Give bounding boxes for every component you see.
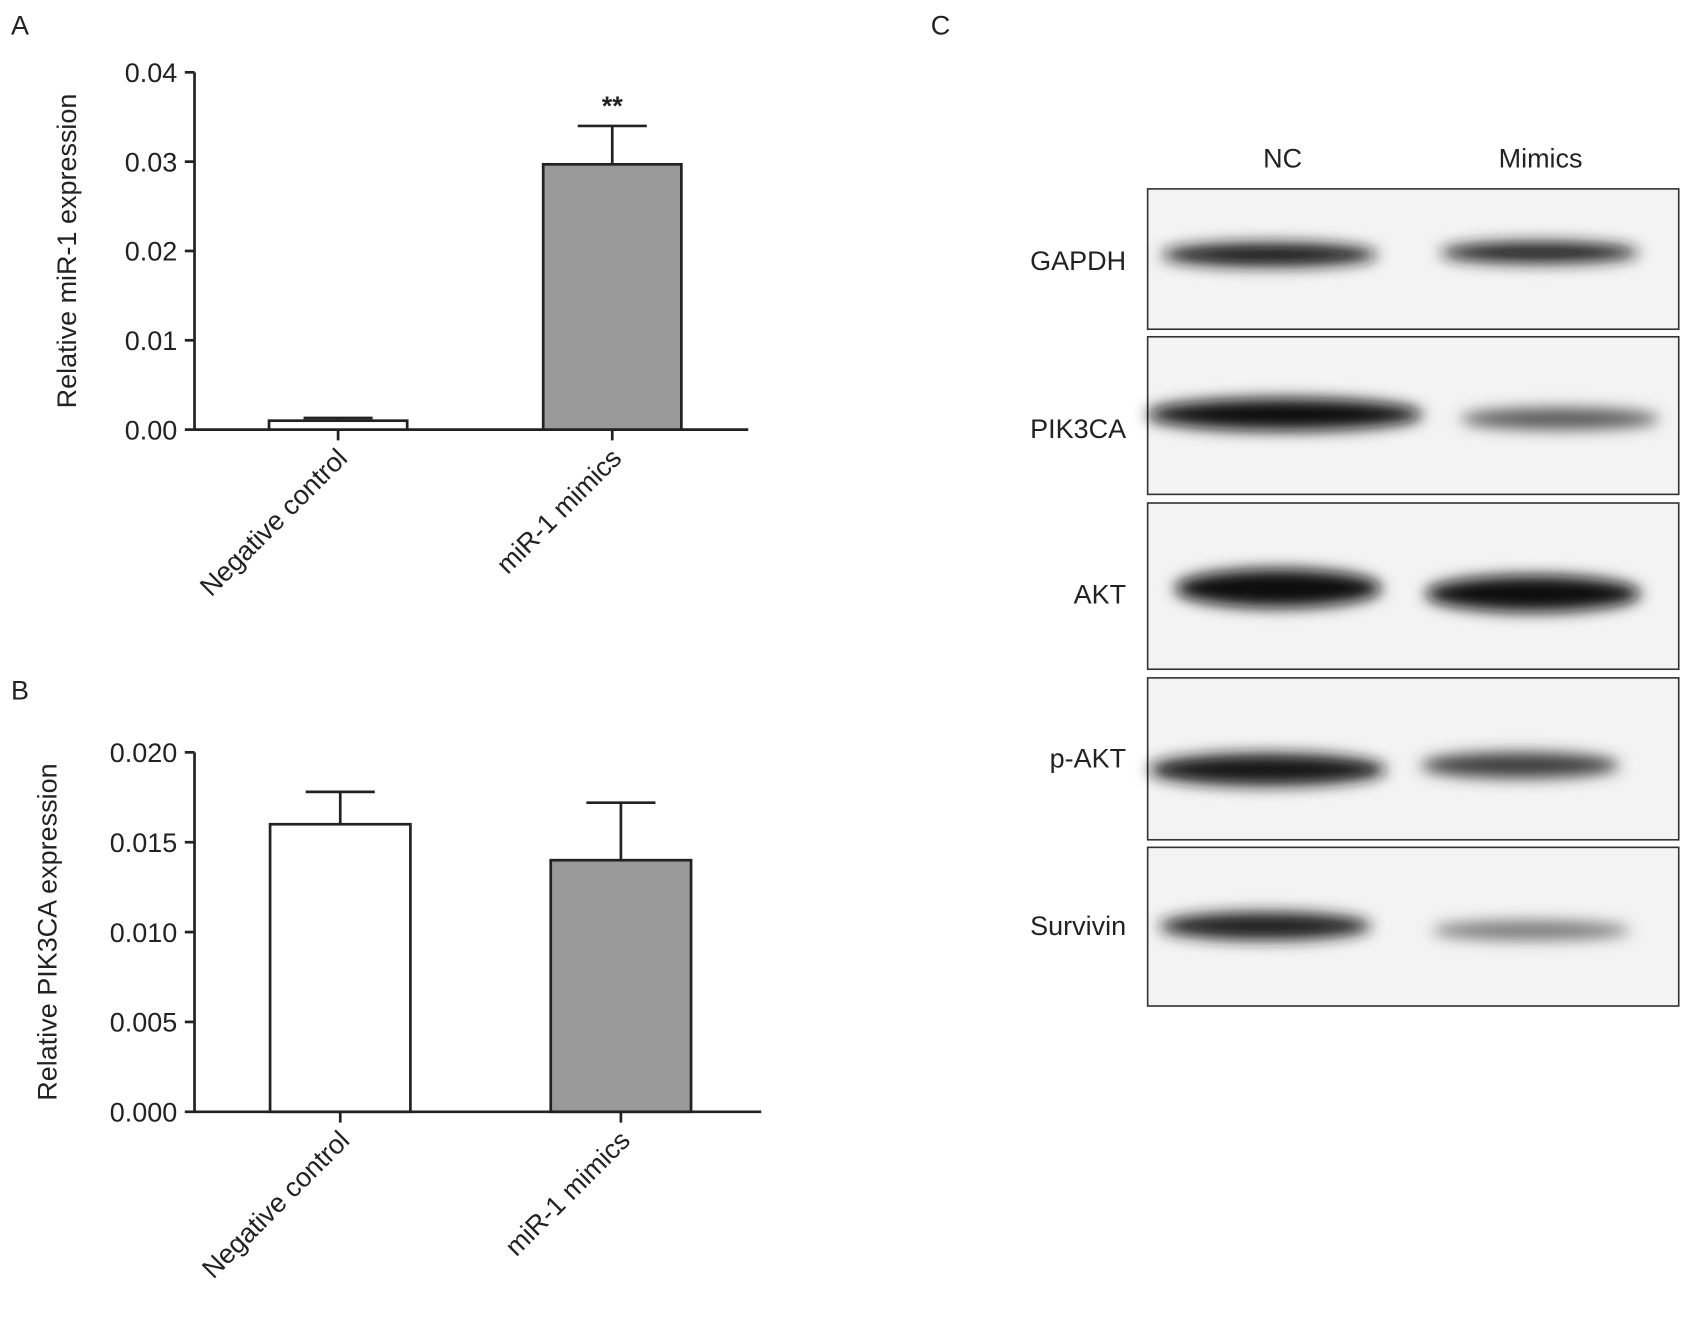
y-tick-label: 0.020	[110, 738, 178, 768]
y-axis-title: Relative PIK3CA expression	[32, 763, 62, 1100]
y-tick-label: 0.010	[110, 918, 178, 948]
bar	[541, 162, 683, 431]
x-tick-label: miR-1 mimics	[499, 1125, 636, 1262]
panel-label: A	[11, 11, 29, 41]
y-axis-title: Relative miR-1 expression	[52, 94, 82, 409]
y-tick-label: 0.000	[110, 1098, 178, 1128]
x-tick-label: miR-1 mimics	[491, 443, 628, 580]
y-tick-label: 0.005	[110, 1008, 178, 1038]
x-tick-label: Negative control	[194, 443, 353, 602]
protein-label: p-AKT	[1050, 743, 1126, 773]
bar	[268, 822, 412, 1114]
protein-label: Survivin	[1030, 911, 1126, 941]
y-tick-label: 0.04	[125, 58, 177, 88]
y-tick-label: 0.02	[125, 237, 177, 267]
blot-bands	[1146, 188, 1680, 1007]
y-tick-label: 0.015	[110, 828, 178, 858]
y-tick-label: 0.01	[125, 326, 177, 356]
significance: **	[602, 91, 623, 121]
bar	[549, 858, 693, 1114]
lane-label: NC	[1263, 143, 1302, 173]
protein-label: GAPDH	[1030, 246, 1126, 276]
y-tick-label: 0.00	[125, 415, 177, 445]
panel-label: B	[11, 675, 29, 705]
protein-label: PIK3CA	[1030, 414, 1126, 444]
lane-label: Mimics	[1499, 143, 1583, 173]
bar	[267, 419, 409, 431]
x-tick-label: Negative control	[196, 1125, 355, 1284]
y-tick-label: 0.03	[125, 147, 177, 177]
protein-label: AKT	[1074, 579, 1126, 609]
panel-label: C	[931, 11, 950, 41]
western-blot: NC Mimics GAPDH PIK3CA AKT p-AKT Survivin	[1030, 143, 1680, 1007]
